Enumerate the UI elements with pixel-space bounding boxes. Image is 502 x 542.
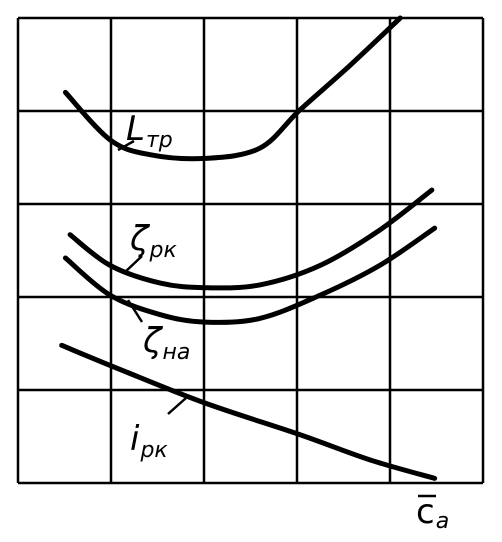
leader-line xyxy=(167,397,187,415)
series-label: ζ xyxy=(129,219,151,259)
line xyxy=(59,342,438,481)
series-label: i xyxy=(130,419,140,459)
line xyxy=(67,187,435,291)
series-label: ζ xyxy=(142,321,164,361)
x-axis-label: c xyxy=(416,492,435,532)
line xyxy=(62,225,438,325)
series-label-sub: рк xyxy=(139,438,168,463)
x-axis-label-sub: a xyxy=(436,509,449,534)
series-label-sub: рк xyxy=(149,238,178,263)
series-label: L xyxy=(126,109,145,149)
line xyxy=(62,15,403,162)
series-label-sub: тр xyxy=(146,128,173,153)
series-label-sub: на xyxy=(163,340,191,365)
leader-line xyxy=(123,255,143,274)
